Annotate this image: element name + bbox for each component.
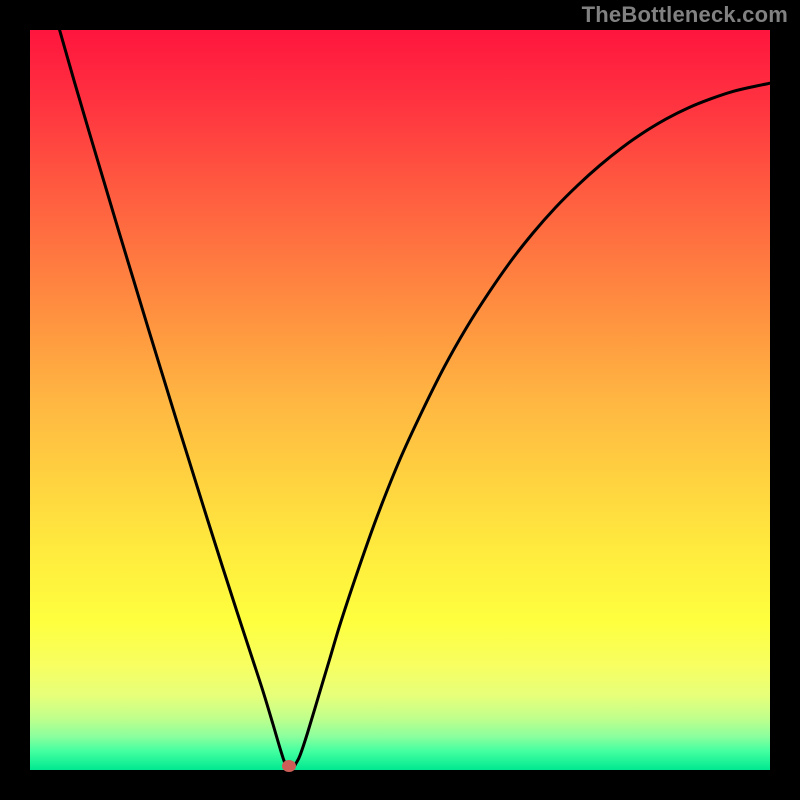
bottleneck-curve bbox=[60, 30, 770, 768]
min-marker-dot bbox=[282, 760, 296, 772]
watermark-text: TheBottleneck.com bbox=[582, 2, 788, 28]
plot-area bbox=[30, 30, 770, 770]
chart-frame: TheBottleneck.com bbox=[0, 0, 800, 800]
curve-svg bbox=[30, 30, 770, 770]
